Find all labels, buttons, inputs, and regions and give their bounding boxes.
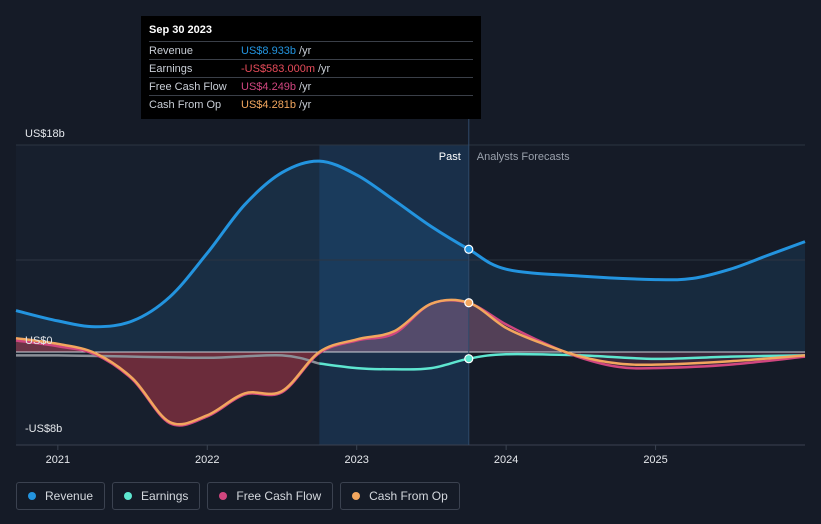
legend-item-earnings[interactable]: Earnings xyxy=(112,482,201,510)
tooltip-row-earnings: Earnings -US$583.000m /yr xyxy=(149,59,473,77)
y-tick-label: -US$8b xyxy=(25,423,62,435)
tooltip-unit: /yr xyxy=(299,98,312,111)
tooltip-label: Revenue xyxy=(149,44,194,57)
past-label: Past xyxy=(439,151,461,163)
tooltip-value: US$8.933b xyxy=(241,44,297,57)
chart-line-layer xyxy=(15,159,806,427)
tooltip-row-cash-from-op: Cash From Op US$4.281b /yr xyxy=(149,95,473,113)
legend-label: Free Cash Flow xyxy=(236,489,322,503)
chart-grid-layer xyxy=(16,16,805,446)
legend-label: Revenue xyxy=(45,489,94,503)
chart-marker-layer xyxy=(464,244,474,364)
tooltip-value: US$4.249b xyxy=(241,80,297,93)
highlight-region xyxy=(319,145,469,445)
tooltip-label: Earnings xyxy=(149,62,193,75)
tooltip-label: Free Cash Flow xyxy=(149,80,227,93)
x-tick-label: 2022 xyxy=(195,454,219,466)
legend-item-revenue[interactable]: Revenue xyxy=(16,482,106,510)
x-tick-label: 2021 xyxy=(46,454,70,466)
cash-from-op-line xyxy=(15,298,806,426)
chart-legend: Revenue Earnings Free Cash Flow Cash Fro… xyxy=(16,482,460,510)
earnings-line xyxy=(319,352,806,371)
tooltip-value: -US$583.000m xyxy=(241,62,315,75)
tooltip-date: Sep 30 2023 xyxy=(149,24,212,36)
legend-dot-icon xyxy=(219,492,228,500)
forecast-label: Analysts Forecasts xyxy=(477,151,570,163)
legend-dot-icon xyxy=(352,492,361,500)
legend-dot-icon xyxy=(124,492,133,500)
tooltip-row-revenue: Revenue US$8.933b /yr xyxy=(149,41,473,59)
tooltip-unit: /yr xyxy=(299,80,312,93)
legend-item-cash-from-op[interactable]: Cash From Op xyxy=(340,482,460,510)
cash-from-op-point xyxy=(464,298,474,308)
y-tick-label: US$0 xyxy=(25,335,53,347)
legend-label: Earnings xyxy=(141,489,189,503)
tooltip-unit: /yr xyxy=(318,62,331,75)
x-tick-label: 2023 xyxy=(344,454,368,466)
tooltip-unit: /yr xyxy=(299,44,312,57)
earnings-point xyxy=(464,354,474,364)
negative-cash-area xyxy=(16,338,320,425)
legend-dot-icon xyxy=(28,492,36,500)
revenue-point xyxy=(464,244,474,254)
tooltip-label: Cash From Op xyxy=(149,98,222,111)
tooltip-value: US$4.281b xyxy=(241,98,297,111)
x-tick-label: 2025 xyxy=(643,454,667,466)
hover-tooltip: Sep 30 2023 Revenue US$8.933b /yr Earnin… xyxy=(141,16,481,119)
y-tick-label: US$18b xyxy=(25,128,65,140)
revenue-area xyxy=(16,161,805,352)
x-tick-label: 2024 xyxy=(494,454,518,466)
tooltip-row-free-cash-flow: Free Cash Flow US$4.249b /yr xyxy=(149,77,473,95)
earnings-past-line xyxy=(15,353,320,365)
positive-cash-area xyxy=(319,299,581,357)
legend-label: Cash From Op xyxy=(369,489,448,503)
chart-label-layer: US$18b US$0 -US$8b 2021 2022 2023 2024 2025 Past… xyxy=(25,128,668,466)
legend-item-free-cash-flow[interactable]: Free Cash Flow xyxy=(207,482,334,510)
revenue-line xyxy=(15,159,806,329)
